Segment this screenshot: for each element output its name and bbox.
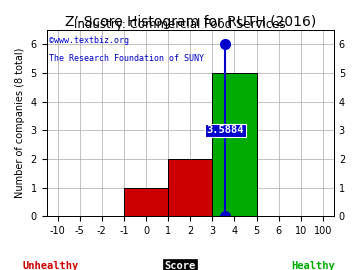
Text: Industry: Commercial Food Services: Industry: Commercial Food Services (74, 18, 286, 31)
Bar (124, 188, 168, 216)
Text: The Research Foundation of SUNY: The Research Foundation of SUNY (49, 54, 204, 63)
Text: ©www.textbiz.org: ©www.textbiz.org (49, 36, 129, 45)
Bar (168, 159, 212, 216)
Y-axis label: Number of companies (8 total): Number of companies (8 total) (15, 48, 25, 198)
Text: Unhealthy: Unhealthy (22, 261, 78, 270)
Text: Healthy: Healthy (291, 261, 335, 270)
Text: Score: Score (165, 261, 195, 270)
Title: Z’-Score Histogram for RUTH (2016): Z’-Score Histogram for RUTH (2016) (64, 15, 316, 29)
Bar (212, 73, 257, 216)
Text: 3.5884: 3.5884 (207, 126, 244, 136)
